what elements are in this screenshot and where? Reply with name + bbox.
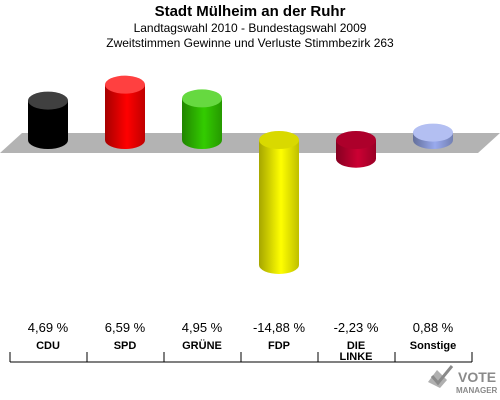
value-labels-group: 4,69 % 6,59 % 4,95 % -14,88 % -2,23 % 0,88 % — [28, 320, 454, 335]
vote-manager-logo: VOTE MANAGER — [428, 365, 498, 395]
category-label-sonstige: Sonstige — [410, 340, 456, 352]
bar-body-cdu — [28, 100, 68, 149]
value-label-sonstige: 0,88 % — [413, 320, 454, 335]
bar-sonstige — [413, 123, 453, 149]
category-label-fdp: FDP — [268, 340, 290, 352]
bar-body-gr-ne — [182, 98, 222, 149]
chart-subtitle-election: Landtagswahl 2010 - Bundestagswahl 2009 — [133, 21, 367, 35]
bar-top-cdu — [28, 91, 68, 110]
value-label-cdu: 4,69 % — [28, 320, 69, 335]
bar-body-spd — [105, 84, 145, 149]
category-label-die-linke: DIE LINKE — [340, 340, 373, 363]
value-label-die-linke: -2,23 % — [334, 320, 379, 335]
category-axis: CDU SPD GRÜNE FDP DIE LINKE Sonstige — [9, 339, 473, 363]
watermark-line2: MANAGER — [456, 386, 498, 395]
bar-top-die-linke — [336, 131, 376, 149]
bar-spd — [105, 75, 145, 149]
category-label-cdu: CDU — [36, 340, 60, 352]
bar-top-fdp — [259, 131, 299, 149]
bar-top-sonstige — [413, 123, 453, 142]
value-label-fdp: -14,88 % — [253, 320, 305, 335]
bars-group — [28, 75, 453, 274]
chart-title: Stadt Mülheim an der Ruhr — [154, 3, 346, 20]
value-label-gr-ne: 4,95 % — [182, 320, 223, 335]
bar-gr-ne — [182, 89, 222, 149]
bar-top-gr-ne — [182, 89, 222, 108]
bar-fdp — [259, 131, 299, 274]
chart-header: Stadt Mülheim an der Ruhr Landtagswahl 2… — [0, 2, 500, 51]
chart-subtitle-district: Zweitstimmen Gewinne und Verluste Stimmb… — [106, 36, 394, 50]
category-label-spd: SPD — [114, 340, 137, 352]
watermark-line1: VOTE — [458, 369, 496, 385]
value-label-spd: 6,59 % — [105, 320, 146, 335]
bar-cdu — [28, 91, 68, 149]
ballot-check-icon — [428, 365, 454, 388]
category-label-gr-ne: GRÜNE — [182, 339, 222, 352]
bar-body-fdp — [259, 140, 299, 274]
bar-top-spd — [105, 75, 145, 94]
bar-die-linke — [336, 131, 376, 168]
